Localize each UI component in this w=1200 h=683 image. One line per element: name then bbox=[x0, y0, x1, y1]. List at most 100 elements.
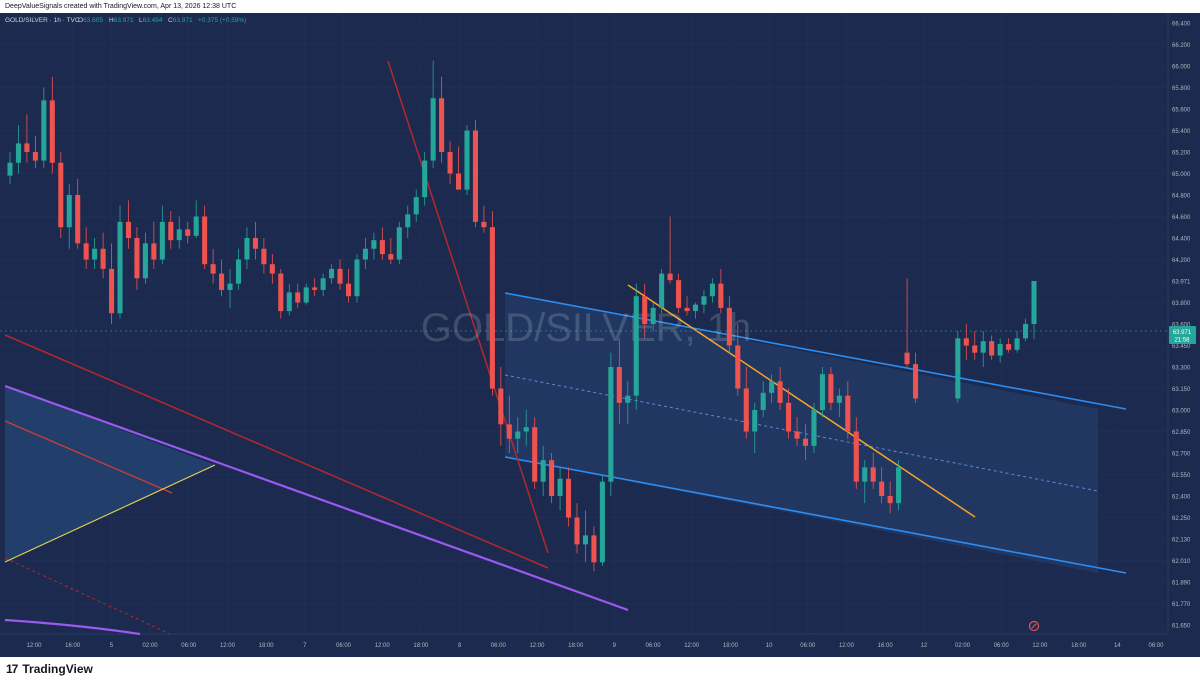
candle[interactable] bbox=[828, 367, 834, 410]
candle[interactable] bbox=[75, 178, 81, 249]
tradingview-logo[interactable]: 17 TradingView bbox=[6, 662, 93, 676]
candle[interactable] bbox=[219, 259, 225, 297]
candle[interactable] bbox=[879, 467, 885, 504]
candle[interactable] bbox=[549, 453, 555, 504]
candle[interactable] bbox=[32, 135, 38, 169]
candle[interactable] bbox=[659, 268, 665, 314]
candle[interactable] bbox=[472, 119, 478, 228]
candle[interactable] bbox=[786, 388, 792, 439]
candle[interactable] bbox=[650, 302, 656, 332]
candle[interactable] bbox=[743, 367, 749, 439]
candle[interactable] bbox=[532, 417, 538, 489]
candle[interactable] bbox=[24, 114, 30, 163]
candle[interactable] bbox=[608, 352, 614, 496]
fan-yellow-line[interactable] bbox=[4, 464, 216, 563]
candle[interactable] bbox=[210, 248, 216, 284]
price-chart[interactable]: GOLD/SILVER, 1h 66.400 66.200 66.000 65.800… bbox=[0, 13, 1200, 657]
candle[interactable] bbox=[794, 417, 800, 446]
candle[interactable] bbox=[515, 417, 521, 453]
candle[interactable] bbox=[447, 141, 453, 185]
candle[interactable] bbox=[464, 125, 470, 195]
candle[interactable] bbox=[193, 200, 199, 238]
candle[interactable] bbox=[252, 221, 258, 260]
candle[interactable] bbox=[371, 232, 377, 260]
candle[interactable] bbox=[142, 232, 148, 284]
candle[interactable] bbox=[667, 216, 673, 284]
candle[interactable] bbox=[227, 268, 233, 308]
candle[interactable] bbox=[388, 238, 394, 265]
candle[interactable] bbox=[15, 125, 22, 174]
candle[interactable] bbox=[726, 296, 732, 353]
candle[interactable] bbox=[379, 227, 385, 260]
candle[interactable] bbox=[625, 381, 631, 425]
candle[interactable] bbox=[244, 227, 250, 269]
candle[interactable] bbox=[777, 367, 783, 410]
candle[interactable] bbox=[506, 395, 512, 453]
candle[interactable] bbox=[896, 460, 902, 511]
candle[interactable] bbox=[972, 331, 978, 360]
candle[interactable] bbox=[354, 254, 360, 303]
candle[interactable] bbox=[362, 238, 368, 269]
candle[interactable] bbox=[862, 460, 868, 504]
candle[interactable] bbox=[599, 474, 605, 566]
candle[interactable] bbox=[616, 338, 622, 425]
candle[interactable] bbox=[1006, 338, 1012, 353]
candle[interactable] bbox=[66, 184, 72, 249]
candle[interactable] bbox=[439, 76, 445, 163]
candle[interactable] bbox=[735, 324, 741, 396]
candle[interactable] bbox=[566, 467, 572, 527]
candle[interactable] bbox=[997, 338, 1003, 363]
candle[interactable] bbox=[676, 273, 682, 314]
candle[interactable] bbox=[261, 238, 267, 274]
candle[interactable] bbox=[430, 60, 436, 169]
candle[interactable] bbox=[989, 335, 995, 360]
candle[interactable] bbox=[811, 402, 817, 453]
candle[interactable] bbox=[286, 283, 292, 316]
candle[interactable] bbox=[582, 510, 589, 563]
candle[interactable] bbox=[489, 211, 495, 396]
candle[interactable] bbox=[345, 268, 352, 303]
candle[interactable] bbox=[701, 289, 707, 314]
candle[interactable] bbox=[159, 205, 165, 265]
candle[interactable] bbox=[7, 152, 13, 185]
candle[interactable] bbox=[760, 381, 766, 418]
candle[interactable] bbox=[134, 227, 140, 290]
candle[interactable] bbox=[980, 331, 986, 367]
candle[interactable] bbox=[202, 205, 208, 269]
candle[interactable] bbox=[337, 259, 343, 290]
candle[interactable] bbox=[320, 273, 326, 297]
candle[interactable] bbox=[109, 243, 115, 324]
candle[interactable] bbox=[41, 87, 47, 169]
candle[interactable] bbox=[1031, 281, 1037, 340]
candle[interactable] bbox=[642, 283, 648, 339]
candle[interactable] bbox=[168, 211, 174, 249]
candle[interactable] bbox=[83, 227, 89, 269]
candle[interactable] bbox=[49, 76, 55, 174]
candle[interactable] bbox=[955, 331, 961, 403]
candle[interactable] bbox=[185, 221, 191, 244]
candle[interactable] bbox=[100, 232, 106, 279]
candle[interactable] bbox=[405, 205, 411, 238]
candle[interactable] bbox=[58, 152, 64, 238]
candle[interactable] bbox=[557, 467, 563, 511]
candle[interactable] bbox=[912, 352, 919, 403]
event-marker-icon[interactable] bbox=[1028, 620, 1040, 632]
candle[interactable] bbox=[591, 526, 597, 572]
candle[interactable] bbox=[523, 410, 529, 446]
candle[interactable] bbox=[278, 268, 284, 319]
candle[interactable] bbox=[769, 374, 775, 403]
candle[interactable] bbox=[574, 503, 580, 554]
channel-upper-line[interactable] bbox=[504, 292, 1127, 410]
candle[interactable] bbox=[481, 205, 487, 233]
candle[interactable] bbox=[295, 283, 301, 308]
candle[interactable] bbox=[845, 381, 851, 439]
candle[interactable] bbox=[718, 268, 724, 314]
candle[interactable] bbox=[1014, 331, 1020, 353]
fan-red-line[interactable] bbox=[4, 420, 173, 494]
candle[interactable] bbox=[117, 205, 123, 319]
candle[interactable] bbox=[887, 481, 893, 514]
candle[interactable] bbox=[870, 453, 876, 489]
candle[interactable] bbox=[455, 146, 462, 190]
red-steep-trendline[interactable] bbox=[387, 60, 549, 554]
candle[interactable] bbox=[151, 221, 157, 269]
